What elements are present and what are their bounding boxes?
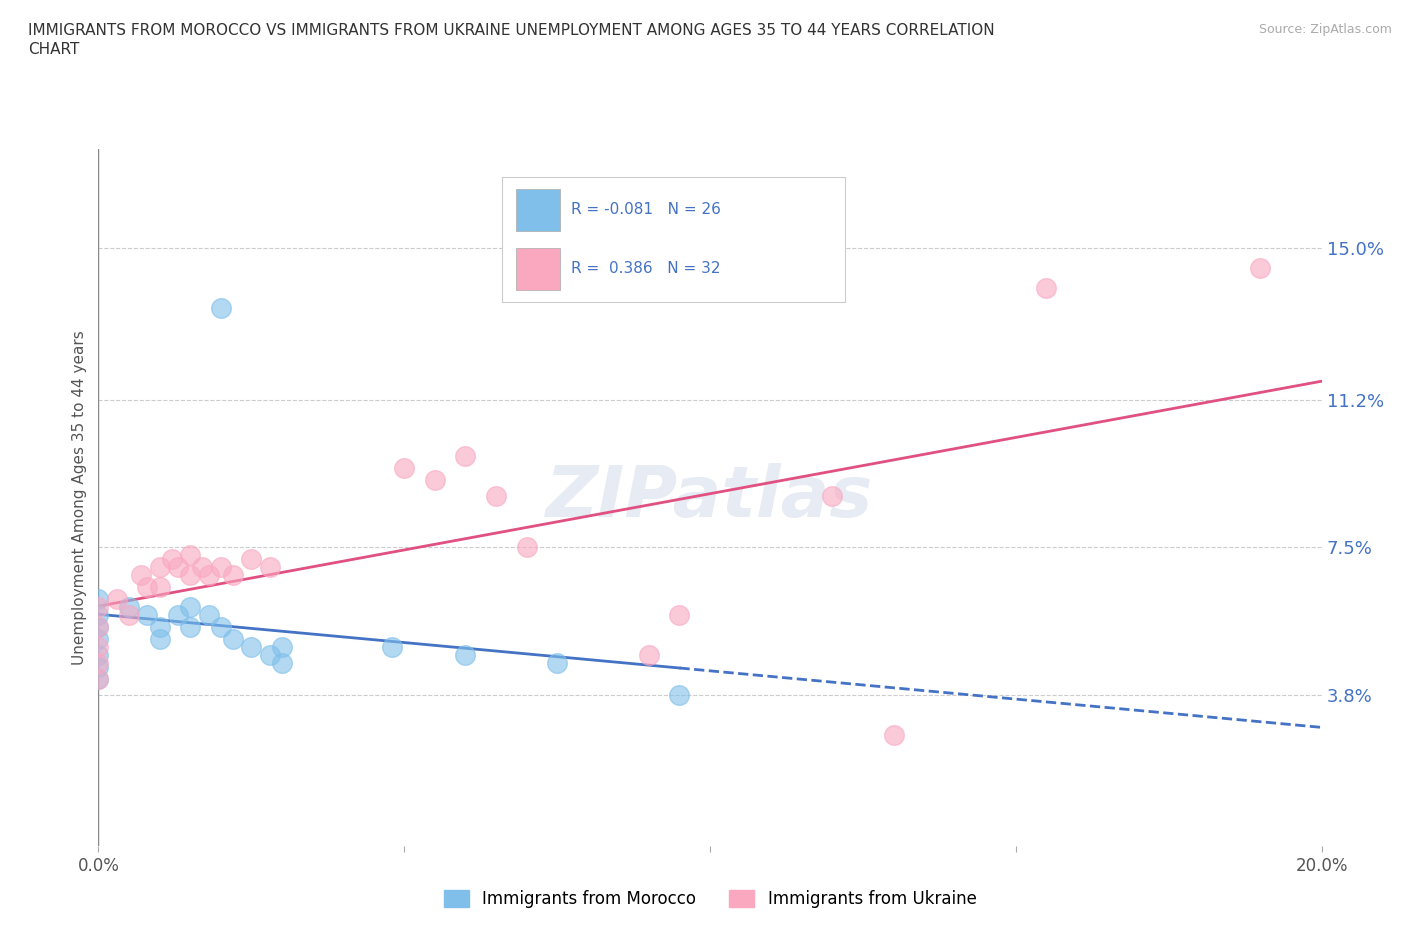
- Point: [87, 600, 110, 615]
- Y-axis label: Unemployment Among Ages 35 to 44 years: Unemployment Among Ages 35 to 44 years: [72, 330, 87, 665]
- Point: [454, 647, 477, 662]
- Point: [149, 579, 172, 594]
- Point: [821, 488, 844, 503]
- Point: [167, 607, 190, 622]
- Text: IMMIGRANTS FROM MOROCCO VS IMMIGRANTS FROM UKRAINE UNEMPLOYMENT AMONG AGES 35 TO: IMMIGRANTS FROM MOROCCO VS IMMIGRANTS FR…: [28, 23, 995, 38]
- Point: [149, 619, 172, 634]
- Point: [167, 560, 190, 575]
- Point: [87, 659, 110, 674]
- Point: [259, 647, 281, 662]
- Point: [1249, 261, 1271, 276]
- Point: [136, 607, 159, 622]
- Point: [87, 619, 110, 634]
- Point: [637, 647, 661, 662]
- Point: [87, 671, 110, 686]
- Text: ZIPatlas: ZIPatlas: [547, 463, 873, 532]
- Point: [118, 607, 141, 622]
- Point: [259, 560, 281, 575]
- Point: [1035, 281, 1057, 296]
- Point: [179, 568, 201, 583]
- Point: [87, 671, 110, 686]
- Point: [129, 568, 152, 583]
- Point: [270, 656, 292, 671]
- Point: [179, 548, 201, 563]
- Point: [209, 560, 232, 575]
- Point: [209, 300, 232, 315]
- Legend: Immigrants from Morocco, Immigrants from Ukraine: Immigrants from Morocco, Immigrants from…: [443, 890, 977, 908]
- Point: [222, 631, 245, 646]
- Point: [197, 607, 219, 622]
- Point: [883, 727, 905, 742]
- Point: [209, 619, 232, 634]
- Point: [87, 619, 110, 634]
- Point: [191, 560, 214, 575]
- Point: [87, 647, 110, 662]
- Point: [136, 579, 159, 594]
- Point: [87, 591, 110, 606]
- Point: [179, 600, 201, 615]
- Point: [454, 448, 477, 463]
- Point: [240, 640, 263, 655]
- Point: [423, 472, 446, 487]
- Point: [87, 631, 110, 646]
- Point: [118, 600, 141, 615]
- Point: [668, 607, 690, 622]
- Point: [516, 540, 538, 555]
- Point: [222, 568, 245, 583]
- Point: [197, 568, 219, 583]
- Text: CHART: CHART: [28, 42, 80, 57]
- Point: [240, 551, 263, 566]
- Point: [392, 460, 416, 475]
- Point: [546, 656, 568, 671]
- Point: [485, 488, 508, 503]
- Point: [270, 640, 292, 655]
- Point: [668, 687, 690, 702]
- Point: [87, 607, 110, 622]
- Point: [149, 560, 172, 575]
- Point: [87, 640, 110, 655]
- Text: Source: ZipAtlas.com: Source: ZipAtlas.com: [1258, 23, 1392, 36]
- Point: [105, 591, 128, 606]
- Point: [381, 640, 404, 655]
- Point: [87, 656, 110, 671]
- Point: [179, 619, 201, 634]
- Point: [149, 631, 172, 646]
- Point: [160, 551, 183, 566]
